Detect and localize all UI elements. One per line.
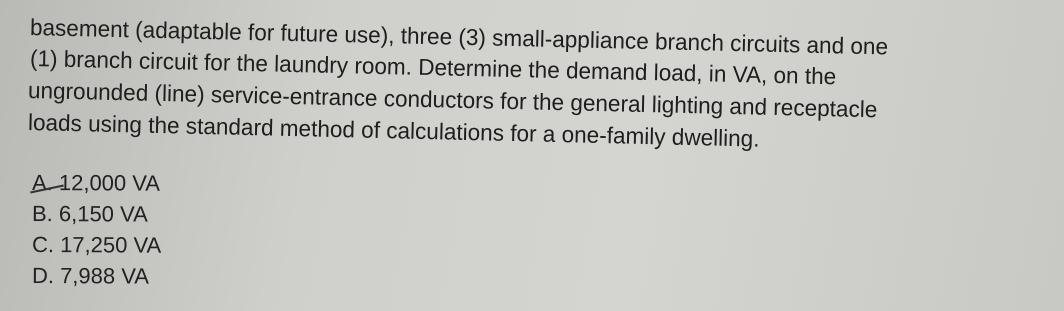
answer-option: D. 7,988 VA (31, 263, 150, 289)
answer-option: B. 6,150 VA (31, 201, 148, 227)
answer-option: C. 17,250 VA (31, 232, 162, 258)
answer-option: A. 12,000 VA (31, 170, 161, 196)
